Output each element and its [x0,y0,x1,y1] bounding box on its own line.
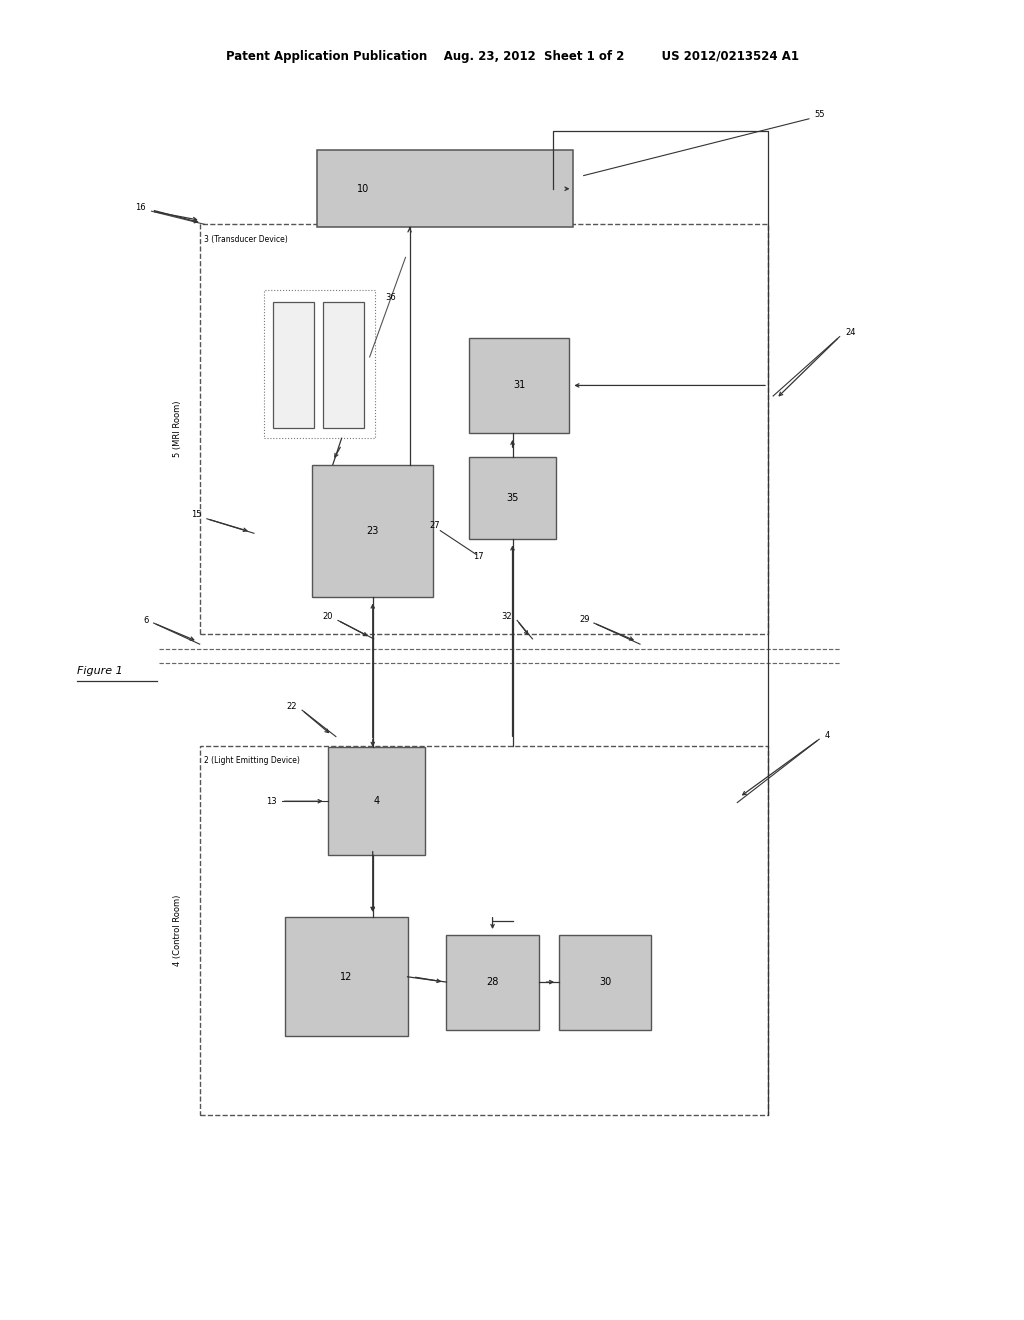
Text: 29: 29 [580,615,590,623]
Text: 35: 35 [506,492,519,503]
Text: 16: 16 [135,203,145,211]
Text: 20: 20 [323,612,333,620]
Text: 4: 4 [374,796,379,807]
Bar [328,747,425,855]
Text: 15: 15 [191,511,202,519]
Text: 12: 12 [340,972,352,982]
Text: 32: 32 [502,612,512,620]
Bar [446,935,539,1030]
Text: Patent Application Publication    Aug. 23, 2012  Sheet 1 of 2         US 2012/02: Patent Application Publication Aug. 23, … [225,50,799,63]
Bar [469,457,556,539]
Text: 17: 17 [473,552,483,561]
Bar [273,302,314,428]
Bar [312,465,433,597]
Text: 3 (Transducer Device): 3 (Transducer Device) [204,235,288,244]
Bar [285,917,408,1036]
Text: 28: 28 [486,977,499,987]
Text: 5 (MRI Room): 5 (MRI Room) [173,401,181,457]
Text: 55: 55 [814,111,824,119]
Bar [323,302,364,428]
Text: 4 (Control Room): 4 (Control Room) [173,895,181,966]
Bar [264,290,375,438]
Text: Figure 1: Figure 1 [77,665,123,676]
Text: 13: 13 [266,797,276,805]
Text: 22: 22 [287,702,297,710]
Text: 2 (Light Emitting Device): 2 (Light Emitting Device) [204,756,300,766]
Bar [317,150,573,227]
Text: 24: 24 [846,329,856,337]
Text: 23: 23 [367,525,379,536]
Text: 31: 31 [513,380,525,391]
Text: 36: 36 [385,293,395,302]
Text: 27: 27 [430,521,440,529]
Bar [559,935,651,1030]
Text: 4: 4 [824,731,829,739]
Text: 6: 6 [143,616,148,624]
Bar [200,746,768,1115]
Bar [469,338,569,433]
Bar [200,224,768,634]
Text: 10: 10 [357,183,370,194]
Text: 30: 30 [599,977,611,987]
